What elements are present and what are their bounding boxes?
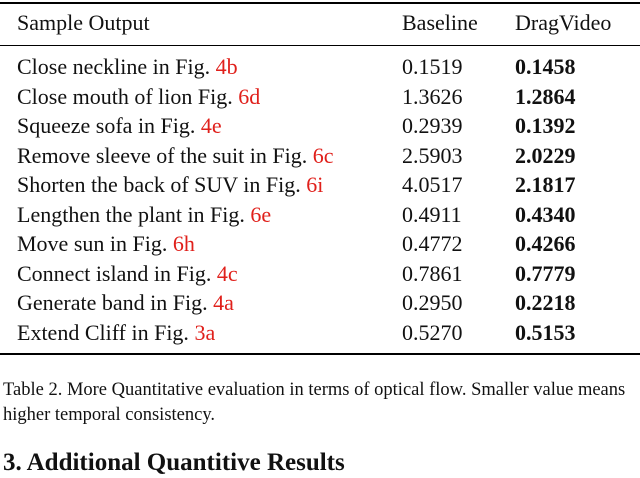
sample-text: Generate band in Fig. [17, 290, 214, 315]
section-heading: 3. Additional Quantitive Results [3, 449, 345, 476]
baseline-value: 1.3626 [402, 84, 463, 109]
table-row-sample: Close mouth of lion Fig. 6d [17, 84, 260, 110]
baseline-value: 0.5270 [402, 320, 463, 345]
header-baseline: Baseline [402, 10, 478, 35]
figure-reference-link[interactable]: 6c [312, 143, 334, 168]
baseline-value: 0.2939 [402, 113, 463, 138]
figure-reference-link[interactable]: 6e [250, 202, 272, 227]
table-header-rule [0, 45, 640, 46]
table-row-sample: Close neckline in Fig. 4b [17, 54, 238, 80]
sample-text: Extend Cliff in Fig. [17, 320, 195, 345]
table-bottom-rule [0, 353, 640, 355]
dragvideo-value: 2.1817 [515, 172, 576, 197]
table-row-sample: Connect island in Fig. 4c [17, 261, 238, 287]
table-row-sample: Remove sleeve of the suit in Fig. 6c [17, 143, 334, 169]
dragvideo-value: 0.1458 [515, 54, 576, 79]
dragvideo-value: 1.2864 [515, 84, 576, 109]
figure-reference-link[interactable]: 4e [200, 113, 222, 138]
sample-text: Close neckline in Fig. [17, 54, 216, 79]
sample-text: Move sun in Fig. [17, 231, 173, 256]
sample-text: Shorten the back of SUV in Fig. [17, 172, 307, 197]
sample-text: Close mouth of lion Fig. [17, 84, 239, 109]
figure-reference-link[interactable]: 6i [306, 172, 324, 197]
table-top-rule [0, 2, 640, 4]
table-caption: Table 2. More Quantitative evaluation in… [3, 380, 626, 425]
table-row-sample: Move sun in Fig. 6h [17, 231, 195, 257]
table-row-sample: Extend Cliff in Fig. 3a [17, 320, 215, 346]
sample-text: Connect island in Fig. [17, 261, 217, 286]
sample-text: Squeeze sofa in Fig. [17, 113, 201, 138]
figure-reference-link[interactable]: 4b [215, 54, 238, 79]
dragvideo-value: 0.1392 [515, 113, 576, 138]
baseline-value: 4.0517 [402, 172, 463, 197]
figure-reference-link[interactable]: 6d [238, 84, 261, 109]
dragvideo-value: 0.5153 [515, 320, 576, 345]
figure-reference-link[interactable]: 4a [213, 290, 234, 315]
baseline-value: 0.4911 [402, 202, 462, 227]
sample-text: Remove sleeve of the suit in Fig. [17, 143, 313, 168]
table-row-sample: Shorten the back of SUV in Fig. 6i [17, 172, 323, 198]
dragvideo-value: 0.4340 [515, 202, 576, 227]
figure-reference-link[interactable]: 4c [216, 261, 238, 286]
dragvideo-value: 0.4266 [515, 231, 576, 256]
baseline-value: 0.4772 [402, 231, 463, 256]
sample-text: Lengthen the plant in Fig. [17, 202, 251, 227]
dragvideo-value: 2.0229 [515, 143, 576, 168]
baseline-value: 0.1519 [402, 54, 463, 79]
baseline-value: 0.2950 [402, 290, 463, 315]
figure-reference-link[interactable]: 6h [172, 231, 195, 256]
header-dragvideo: DragVideo [515, 10, 612, 35]
baseline-value: 2.5903 [402, 143, 463, 168]
dragvideo-value: 0.7779 [515, 261, 576, 286]
header-sample-output: Sample Output [17, 10, 150, 35]
dragvideo-value: 0.2218 [515, 290, 576, 315]
table-row-sample: Squeeze sofa in Fig. 4e [17, 113, 222, 139]
baseline-value: 0.7861 [402, 261, 463, 286]
table-row-sample: Lengthen the plant in Fig. 6e [17, 202, 271, 228]
table-row-sample: Generate band in Fig. 4a [17, 290, 234, 316]
figure-reference-link[interactable]: 3a [194, 320, 216, 345]
